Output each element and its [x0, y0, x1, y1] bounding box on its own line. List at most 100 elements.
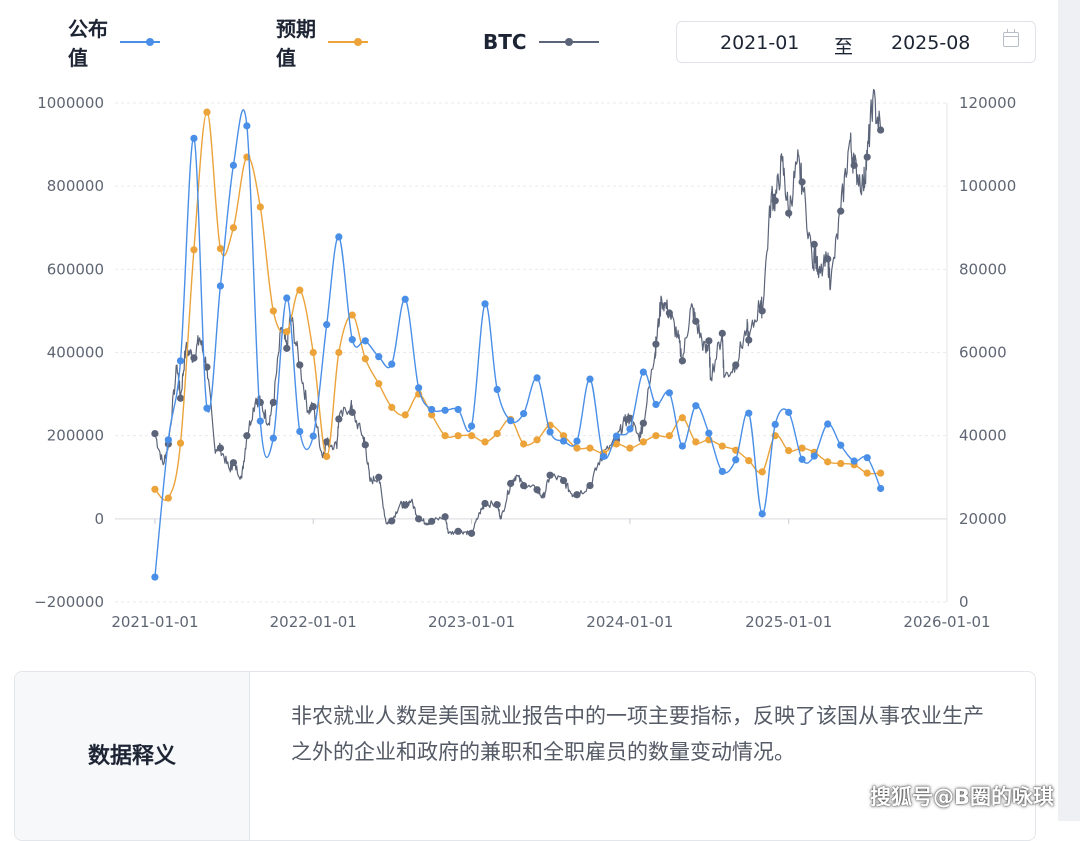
data-point-btc [586, 481, 594, 490]
date-end[interactable]: 2025-08 [891, 32, 971, 54]
data-point-published [454, 405, 462, 414]
data-point-published [401, 295, 409, 303]
data-point-expected [401, 411, 409, 419]
data-definition-heading-cell: 数据释义 [15, 672, 250, 840]
data-point-published [626, 425, 634, 433]
data-point-btc [388, 517, 396, 525]
data-point-published [428, 405, 436, 414]
data-point-published [243, 122, 251, 130]
data-point-expected [283, 328, 291, 336]
series-line-btc [154, 88, 882, 536]
data-point-published [612, 432, 621, 440]
legend-label-btc: BTC [483, 30, 527, 54]
data-point-btc [203, 363, 211, 371]
data-point-published [705, 429, 713, 437]
data-point-published [216, 282, 225, 290]
y-right-tick-label: 100000 [959, 177, 1016, 195]
data-point-btc [810, 240, 818, 248]
data-definition-box: 数据释义 非农就业人数是美国就业报告中的一项主要指标，反映了该国从事农业生产之外… [14, 671, 1036, 841]
data-point-expected [559, 432, 568, 440]
data-point-published [348, 336, 356, 344]
data-point-expected [573, 444, 581, 452]
legend-item-btc[interactable]: BTC [483, 24, 599, 60]
data-point-btc [877, 126, 885, 134]
data-point-published [798, 455, 806, 463]
data-point-expected [216, 244, 225, 253]
data-point-btc [573, 491, 581, 499]
data-point-published [745, 409, 753, 417]
data-point-btc [296, 361, 304, 369]
date-separator: 至 [834, 36, 854, 58]
data-point-expected [798, 444, 806, 452]
data-point-published [692, 402, 700, 410]
data-point-btc [718, 329, 726, 337]
date-start[interactable]: 2021-01 [720, 32, 800, 54]
data-point-published [335, 233, 343, 241]
grid-lines [115, 102, 947, 603]
data-point-expected [361, 355, 369, 363]
data-point-expected [824, 458, 832, 466]
data-definition-heading: 数据释义 [87, 744, 176, 769]
data-point-published [559, 437, 568, 445]
data-point-expected [348, 311, 356, 319]
data-point-published [176, 357, 185, 365]
data-point-published [810, 452, 818, 460]
data-point-published [256, 417, 264, 425]
data-point-expected [335, 348, 343, 357]
data-point-published [678, 442, 686, 450]
data-definition-text: 非农就业人数是美国就业报告中的一项主要指标，反映了该国从事农业生产之外的企业和政… [291, 704, 984, 764]
y-right-tick-label: 120000 [959, 94, 1016, 112]
data-point-expected [626, 444, 634, 452]
data-point-published [599, 452, 608, 461]
data-point-expected [877, 469, 885, 477]
data-point-expected [520, 440, 528, 448]
scrollbar-track[interactable] [1058, 0, 1080, 821]
calendar-icon[interactable] [1003, 29, 1019, 47]
data-point-btc [454, 527, 462, 535]
data-point-btc [151, 429, 159, 438]
data-point-expected [745, 457, 753, 465]
data-point-btc [309, 402, 317, 411]
data-point-published [533, 374, 541, 382]
data-point-expected [467, 432, 476, 440]
data-point-expected [863, 469, 871, 477]
data-point-btc [785, 209, 793, 217]
data-point-btc [269, 398, 277, 406]
date-range-picker[interactable]: 2021-01 至 2025-08 [676, 21, 1036, 63]
legend-item-published[interactable]: 公布值 [68, 17, 160, 70]
data-point-btc [481, 499, 489, 508]
data-point-btc [401, 501, 409, 509]
data-point-published [546, 428, 554, 436]
data-point-published [467, 422, 476, 430]
y-left-tick-label: 600000 [47, 260, 104, 278]
y-left-tick-label: 0 [94, 510, 104, 528]
data-point-published [520, 410, 528, 418]
data-point-expected [229, 224, 238, 232]
x-tick-label: 2023-01-01 [428, 613, 515, 631]
data-point-btc [415, 515, 423, 523]
y-right-tick-label: 60000 [959, 344, 1007, 362]
data-point-published [190, 134, 198, 142]
data-point-published [639, 368, 647, 376]
data-point-published [151, 573, 159, 581]
data-point-btc [771, 197, 779, 205]
data-point-expected [718, 442, 726, 450]
data-point-btc [441, 513, 449, 521]
data-point-btc [745, 336, 753, 344]
y-left-tick-label: 400000 [47, 344, 104, 362]
data-point-expected [785, 447, 793, 455]
legend-label-published: 公布值 [68, 17, 108, 70]
data-point-btc [256, 398, 264, 406]
data-point-expected [493, 429, 501, 438]
data-point-published [665, 389, 673, 397]
y-right-tick-label: 80000 [959, 260, 1007, 278]
data-point-btc [361, 441, 369, 449]
legend-item-expected[interactable]: 预期值 [276, 17, 368, 70]
data-point-published [771, 420, 779, 429]
data-point-published [164, 436, 172, 444]
data-point-btc [798, 178, 806, 186]
data-point-expected [758, 468, 766, 476]
y-left-tick-label: 200000 [47, 427, 104, 445]
data-point-btc [665, 309, 673, 317]
data-point-expected [323, 452, 331, 461]
